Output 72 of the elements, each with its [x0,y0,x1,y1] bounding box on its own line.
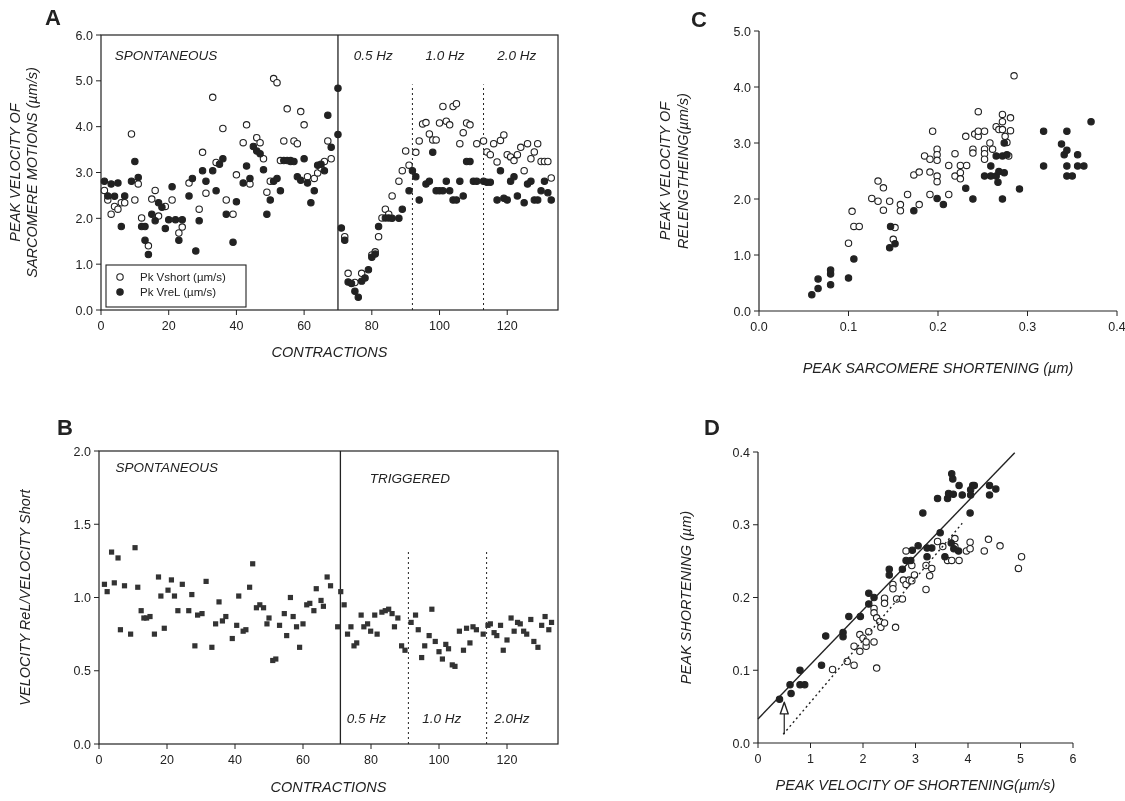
x-tick-label: 40 [229,319,244,333]
y-tick-label: 2.0 [75,211,94,226]
y-tick-label: 1.0 [73,591,92,605]
y-tick-label: 0.0 [732,736,751,751]
y-tick-label: 0.0 [73,737,92,752]
y-axis-title: PEAK VELOCITY OF SARCOMERE MOTIONS (µm/s) [7,67,40,278]
x-tick-label: 60 [296,753,310,767]
x-tick-label: 80 [364,319,379,333]
y-tick-label: 0.0 [75,303,94,318]
x-axis-title: CONTRACTIONS [270,779,387,795]
legend-label: Pk Vshort (µm/s) [140,271,227,283]
x-tick-label: 0.2 [929,320,947,334]
x-tick-label: 120 [496,319,518,333]
x-tick-label: 4 [964,752,972,766]
y-tick-label: 4.0 [75,120,94,135]
x-tick-label: 20 [161,319,176,333]
x-tick-label: 40 [228,753,242,767]
chart-title: B [57,415,73,440]
y-axis-title: VELOCITY ReL/VELOCITY Short [17,488,33,706]
x-tick-label: 0.1 [839,320,858,334]
x-tick-label: 3 [912,752,920,766]
y-tick-label: 2.0 [733,192,752,207]
y-tick-label: 1.0 [733,248,752,263]
y-tick-label: 0.3 [732,518,751,533]
y-tick-label: 1.0 [75,257,94,272]
x-tick-label: 100 [428,753,450,767]
annotation: 0.5 Hz [353,47,393,63]
y-tick-label: 0.1 [732,663,751,678]
x-tick-label: 0 [95,753,103,767]
y-tick-label: 0.4 [732,445,751,460]
y-tick-label: 5.0 [733,24,752,39]
x-tick-label: 60 [297,319,312,333]
chart-title: C [691,7,707,32]
x-tick-label: 5 [1017,752,1025,766]
x-tick-label: 0.0 [750,320,768,334]
x-tick-label: 2 [859,752,867,766]
y-tick-label: 0.2 [732,591,751,605]
x-tick-label: 0.3 [1018,320,1037,334]
x-tick-label: 20 [160,753,174,767]
x-tick-label: 100 [429,319,450,333]
x-axis-title: CONTRACTIONS [271,344,388,360]
y-tick-label: 1.5 [73,517,92,532]
x-tick-label: 1 [807,752,815,766]
x-tick-label: 0 [97,319,105,333]
y-tick-label: 4.0 [733,80,752,95]
annotation: SPONTANEOUS [114,47,218,63]
chart-title: D [704,415,720,440]
annotation: 1.0 Hz [422,711,462,727]
y-tick-label: 6.0 [75,28,94,43]
x-axis-title: PEAK SARCOMERE SHORTENING (µm) [802,360,1074,376]
chart-title: A [45,5,61,30]
x-tick-label: 120 [496,753,518,767]
x-tick-label: 80 [364,753,378,767]
annotation: 0.5 Hz [346,711,387,727]
y-tick-label: 5.0 [75,74,94,89]
legend-label: Pk VreL (µm/s) [140,286,217,298]
y-axis-title: PEAK VELOCITY OF RELENGTHEING(µm/s) [657,93,691,249]
y-tick-label: 3.0 [75,166,94,180]
y-tick-label: 3.0 [733,136,752,151]
y-tick-label: 0.5 [73,664,92,679]
y-axis-title: PEAK SHORTENING (µm) [678,510,694,685]
x-tick-label: 0 [754,752,762,766]
annotation: SPONTANEOUS [115,459,219,475]
y-tick-label: 0.0 [733,304,752,319]
annotation: TRIGGERED [369,471,451,487]
y-tick-label: 2.0 [73,444,92,459]
x-tick-label: 6 [1069,752,1077,766]
annotation: 2.0 Hz [496,47,537,63]
x-axis-title: PEAK VELOCITY OF SHORTENING(µm/s) [775,777,1056,793]
annotation: 1.0 Hz [425,47,465,63]
annotation: 2.0Hz [493,711,530,727]
x-tick-label: 0.4 [1108,320,1125,334]
